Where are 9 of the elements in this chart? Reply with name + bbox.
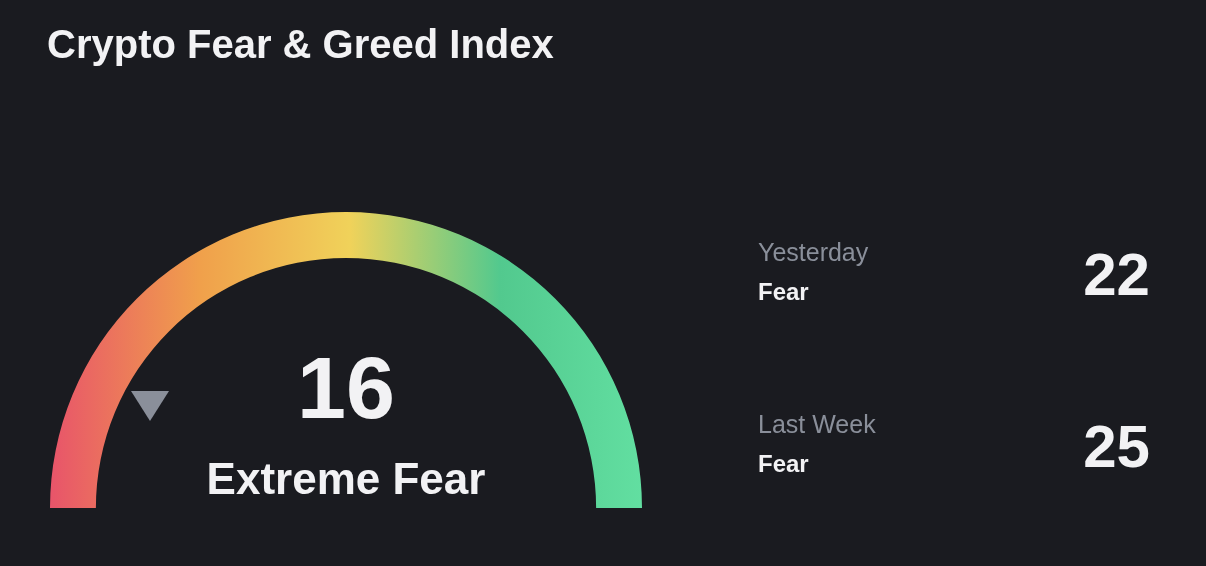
data-label: 25 — [1083, 412, 1150, 482]
data-label: 16 — [296, 338, 396, 438]
category-label: Last Week — [758, 410, 876, 439]
category-label: Extreme Fear — [205, 453, 487, 505]
category-label: Yesterday — [758, 238, 869, 267]
text: Fear — [758, 450, 809, 478]
data-label: 22 — [1083, 240, 1150, 310]
text: Fear — [758, 278, 809, 306]
text: Crypto Fear & Greed Index — [47, 22, 554, 67]
